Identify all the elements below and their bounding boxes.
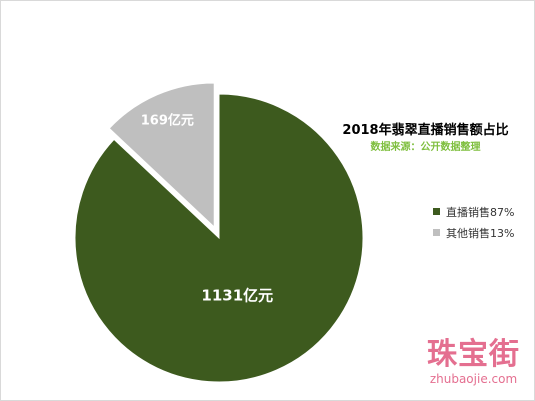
watermark-logo: 珠宝街 — [427, 337, 520, 372]
watermark-url: zhubaojie.com — [429, 372, 518, 386]
pie-slice-live — [74, 93, 364, 383]
pie-label-other: 169亿元 — [141, 113, 194, 129]
legend-label-other: 其他销售13% — [446, 226, 515, 240]
legend-item-other: 其他销售13% — [433, 222, 514, 243]
pie-label-live: 1131亿元 — [201, 286, 273, 304]
legend-label-live: 直播销售87% — [446, 205, 515, 219]
watermark: 珠宝街 zhubaojie.com — [427, 337, 520, 387]
chart-subtitle: 数据来源：公开数据整理 — [370, 142, 481, 153]
legend-item-live: 直播销售87% — [433, 201, 514, 222]
pie-slice-other — [108, 82, 215, 229]
legend: 直播销售87% 其他销售13% — [433, 201, 514, 243]
legend-swatch-other — [433, 229, 440, 236]
chart-title: 2018年翡翠直播销售额占比 — [342, 123, 509, 138]
legend-swatch-live — [433, 208, 440, 215]
